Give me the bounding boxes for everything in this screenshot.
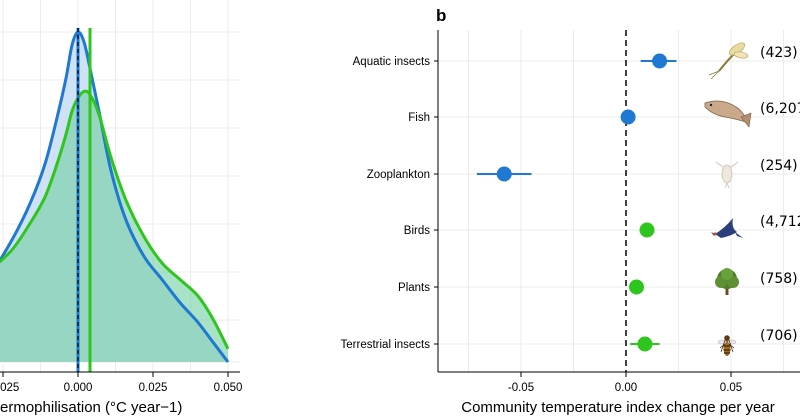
panel-b-category-label: Plants <box>398 282 430 294</box>
panel-a-x-ticks: -0.025 0.000 0.025 0.050 <box>0 372 242 394</box>
panel-a-mean-lines <box>76 28 92 372</box>
panel-b-category-label: Terrestrial insects <box>341 339 431 351</box>
panel-b-label: b <box>436 6 446 25</box>
panel-a-tick-label: 0.050 <box>214 382 243 394</box>
panel-b-point <box>637 336 653 352</box>
panel-b: b Aquatic insects Fish Zooplankton Birds Pla… <box>341 6 800 416</box>
bee-icon <box>717 335 737 356</box>
panel-b-count-label: (254) <box>760 158 798 174</box>
panel-b-point <box>620 109 636 125</box>
panel-a-density-fill-1 <box>0 91 228 362</box>
panel-b-gridlines <box>438 30 800 372</box>
panel-b-category-label: Aquatic insects <box>353 56 431 68</box>
panel-b-tick-label: 0.05 <box>720 382 742 394</box>
fish-icon <box>704 100 752 128</box>
panel-b-point <box>496 166 512 182</box>
panel-a-tick-label: -0.025 <box>0 382 19 394</box>
panel-a-density-line-1 <box>0 89 230 350</box>
panel-a-x-axis-title: ermophilisation (°C year−1) <box>0 399 182 416</box>
panel-b-count-label: (6,207 <box>760 101 800 117</box>
panel-b-point <box>652 53 668 69</box>
panel-b-points <box>476 53 677 352</box>
panel-b-category-label: Birds <box>404 225 430 237</box>
panel-b-category-label: Fish <box>408 112 430 124</box>
panel-b-x-axis-title: Community temperature index change per y… <box>461 399 775 416</box>
panel-b-counts: (423) (6,207 (254) (4,712 (758) (706) <box>760 45 800 344</box>
panel-b-tick-label: -0.05 <box>508 382 534 394</box>
panel-a: -0.025 0.000 0.025 0.050 ermophilisation (°… <box>0 0 242 416</box>
panel-a-tick-label: 0.000 <box>64 382 93 394</box>
panel-a-tick-label: 0.025 <box>139 382 168 394</box>
mayfly-icon <box>708 42 749 80</box>
panel-b-icons <box>704 42 752 356</box>
panel-b-category-labels: Aquatic insects Fish Zooplankton Birds Plant… <box>341 56 438 351</box>
panel-a-density-line-0 <box>0 30 230 363</box>
panel-a-density-areas <box>0 30 230 363</box>
bird-icon <box>711 218 743 238</box>
panel-b-category-label: Zooplankton <box>367 169 430 181</box>
panel-b-count-label: (4,712 <box>760 214 800 230</box>
panel-b-point <box>629 279 644 295</box>
panel-b-tick-label: 0.00 <box>615 382 637 394</box>
panel-b-x-ticks: -0.05 0.00 0.05 <box>508 372 742 394</box>
panel-b-point <box>639 222 655 238</box>
panel-b-count-label: (758) <box>760 271 798 287</box>
panel-b-count-label: (706) <box>760 328 798 344</box>
zooplankton-icon <box>715 161 739 189</box>
panel-b-plot-bg <box>438 30 800 372</box>
tree-icon <box>715 268 739 295</box>
panel-b-count-label: (423) <box>760 45 798 61</box>
